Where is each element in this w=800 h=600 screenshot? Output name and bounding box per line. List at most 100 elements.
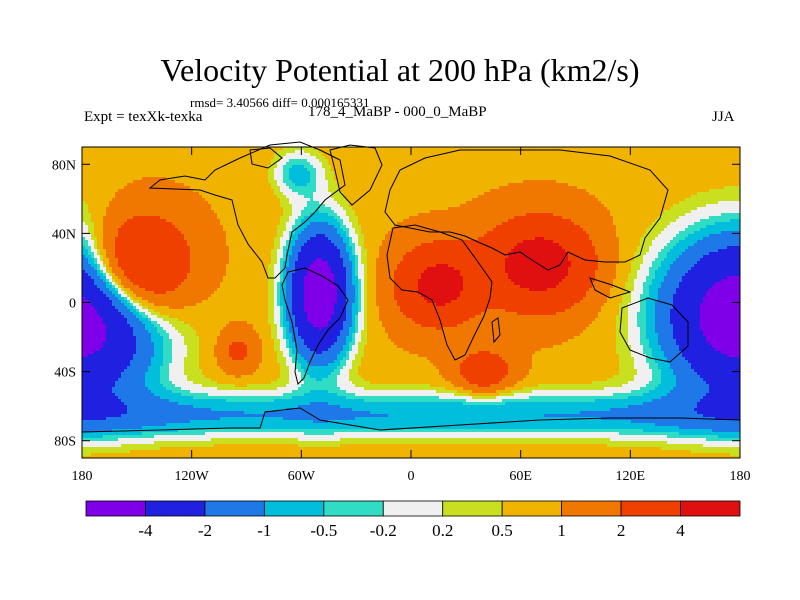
field-cell	[565, 147, 568, 150]
field-cell	[556, 153, 559, 156]
field-cell	[103, 150, 106, 153]
field-cell	[265, 159, 268, 162]
field-cell	[217, 159, 220, 162]
field-cell	[202, 156, 205, 159]
field-cell	[205, 165, 208, 168]
field-cell	[97, 159, 100, 162]
field-cell	[394, 159, 397, 162]
field-cell	[280, 162, 283, 165]
field-cell	[721, 153, 724, 156]
field-cell	[367, 168, 370, 171]
field-cell	[391, 147, 394, 150]
field-cell	[367, 153, 370, 156]
field-cell	[97, 153, 100, 156]
field-cell	[124, 162, 127, 165]
field-cell	[445, 165, 448, 168]
field-cell	[169, 165, 172, 168]
field-cell	[142, 162, 145, 165]
field-cell	[484, 159, 487, 162]
field-cell	[316, 153, 319, 156]
field-cell	[688, 156, 691, 159]
field-cell	[682, 156, 685, 159]
field-cell	[493, 162, 496, 165]
field-cell	[169, 156, 172, 159]
field-cell	[115, 162, 118, 165]
field-cell	[733, 165, 736, 168]
field-cell	[310, 162, 313, 165]
field-cell	[286, 162, 289, 165]
field-cell	[202, 168, 205, 171]
field-cell	[136, 168, 139, 171]
field-cell	[136, 165, 139, 168]
field-cell	[259, 153, 262, 156]
field-cell	[142, 165, 145, 168]
field-cell	[82, 147, 85, 150]
field-cell	[607, 162, 610, 165]
field-cell	[595, 165, 598, 168]
field-cell	[139, 153, 142, 156]
field-cell	[589, 165, 592, 168]
field-cell	[583, 156, 586, 159]
field-cell	[193, 162, 196, 165]
field-cell	[508, 159, 511, 162]
field-cell	[484, 156, 487, 159]
field-cell	[613, 159, 616, 162]
field-cell	[661, 153, 664, 156]
field-cell	[613, 147, 616, 150]
field-cell	[253, 156, 256, 159]
field-cell	[673, 156, 676, 159]
field-cell	[481, 162, 484, 165]
field-cell	[280, 147, 283, 150]
field-cell	[355, 168, 358, 171]
field-cell	[220, 153, 223, 156]
field-cell	[115, 156, 118, 159]
field-cell	[178, 165, 181, 168]
field-cell	[400, 159, 403, 162]
field-cell	[670, 147, 673, 150]
field-cell	[259, 162, 262, 165]
field-cell	[670, 165, 673, 168]
field-cell	[529, 153, 532, 156]
field-cell	[172, 162, 175, 165]
field-cell	[283, 156, 286, 159]
field-cell	[604, 150, 607, 153]
field-cell	[292, 159, 295, 162]
field-cell	[160, 168, 163, 171]
field-cell	[448, 165, 451, 168]
field-cell	[496, 168, 499, 171]
field-cell	[703, 153, 706, 156]
field-cell	[142, 147, 145, 150]
field-cell	[403, 159, 406, 162]
field-cell	[466, 153, 469, 156]
field-cell	[313, 150, 316, 153]
field-cell	[172, 156, 175, 159]
field-cell	[646, 153, 649, 156]
field-cell	[220, 159, 223, 162]
field-cell	[538, 159, 541, 162]
field-cell	[640, 168, 643, 171]
field-cell	[397, 153, 400, 156]
field-cell	[205, 156, 208, 159]
field-cell	[673, 168, 676, 171]
field-cell	[139, 162, 142, 165]
field-cell	[130, 153, 133, 156]
field-cell	[628, 150, 631, 153]
field-cell	[367, 159, 370, 162]
field-cell	[328, 168, 331, 171]
field-cell	[118, 150, 121, 153]
field-cell	[214, 156, 217, 159]
field-cell	[106, 156, 109, 159]
field-cell	[178, 162, 181, 165]
field-cell	[139, 168, 142, 171]
field-cell	[223, 150, 226, 153]
field-cell	[298, 168, 301, 171]
field-cell	[118, 147, 121, 150]
field-cell	[574, 168, 577, 171]
field-cell	[184, 159, 187, 162]
field-cell	[166, 171, 169, 174]
field-cell	[388, 150, 391, 153]
field-cell	[163, 168, 166, 171]
field-cell	[598, 165, 601, 168]
field-cell	[724, 150, 727, 153]
field-cell	[130, 159, 133, 162]
